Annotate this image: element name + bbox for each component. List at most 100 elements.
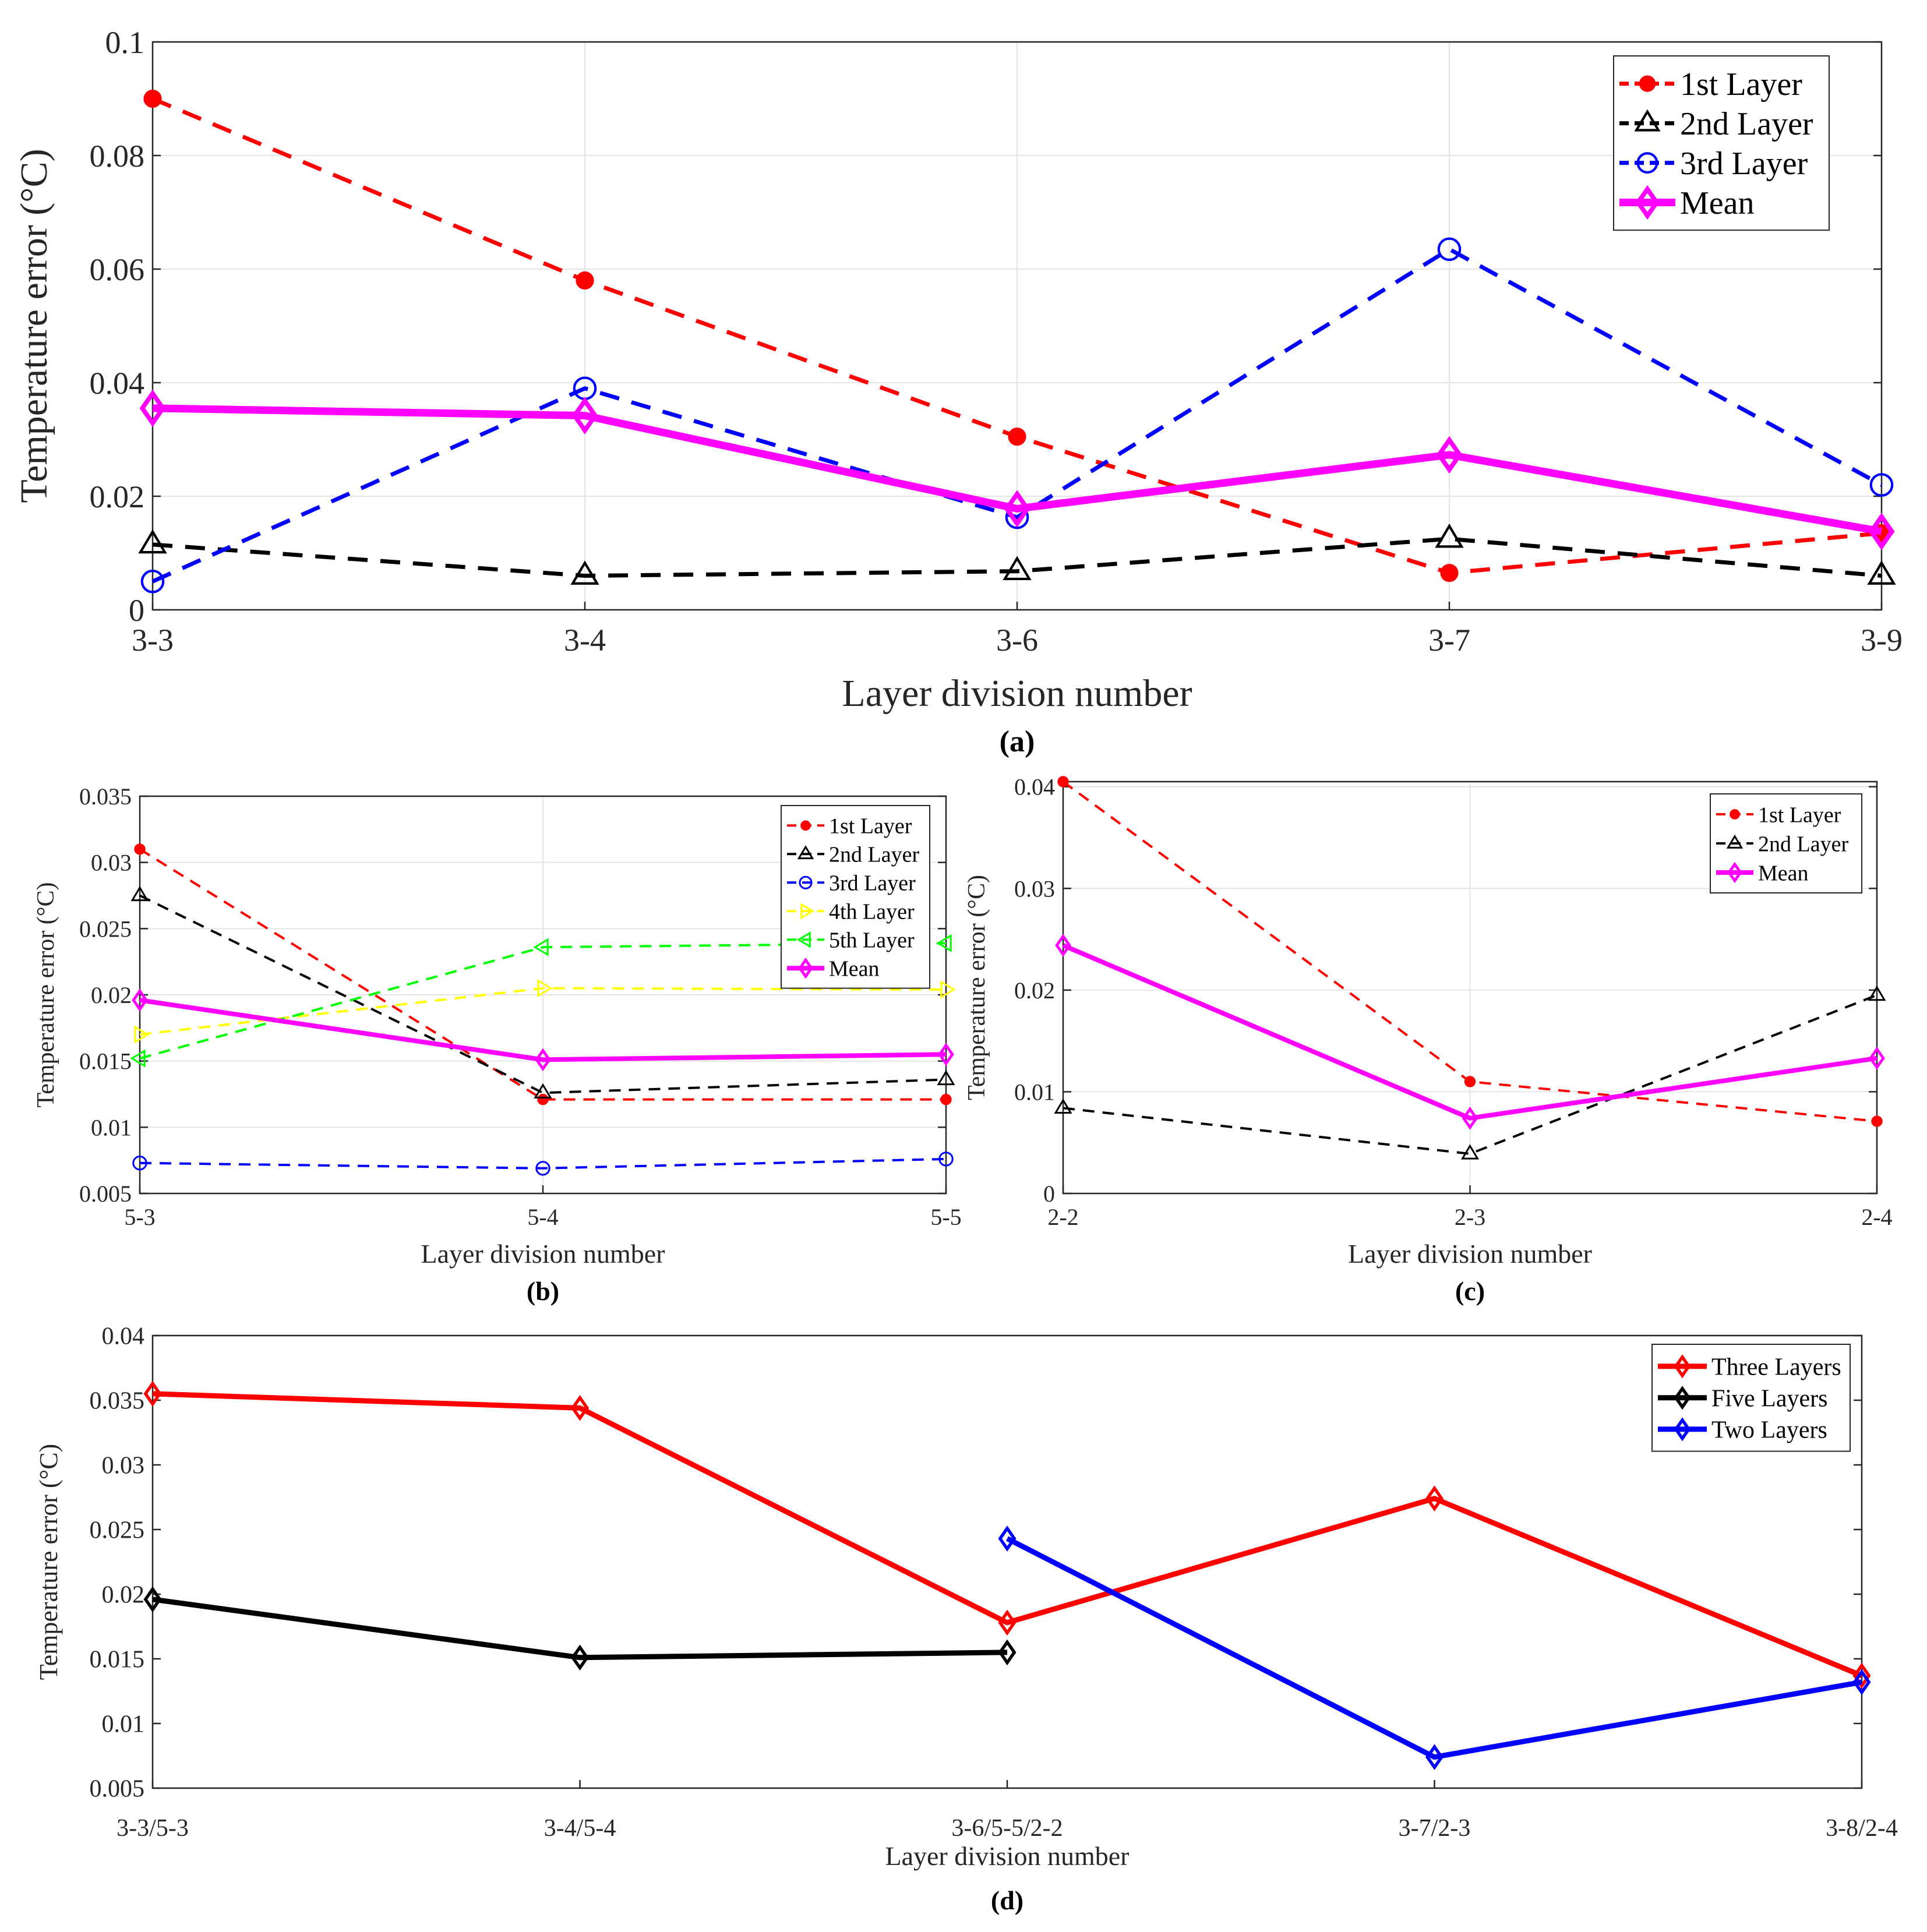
y-tick-label: 0.02 bbox=[91, 982, 132, 1008]
y-tick-label: 0.02 bbox=[1014, 977, 1055, 1004]
data-point bbox=[1057, 776, 1069, 787]
legend-label: 2nd Layer bbox=[829, 843, 919, 867]
data-point bbox=[1425, 1744, 1444, 1771]
data-point bbox=[1867, 560, 1896, 585]
x-tick-label: 5-4 bbox=[527, 1204, 558, 1230]
legend-label: 2nd Layer bbox=[1758, 832, 1848, 856]
legend-marker bbox=[1726, 834, 1744, 849]
data-point bbox=[143, 1380, 162, 1407]
series-2nd-layer bbox=[130, 885, 955, 1099]
data-point bbox=[143, 1586, 162, 1613]
data-point bbox=[1004, 490, 1030, 528]
y-tick-label: 0.02 bbox=[90, 479, 145, 514]
series-two-layers bbox=[998, 1525, 1871, 1771]
data-point bbox=[132, 988, 148, 1012]
data-point bbox=[535, 1161, 550, 1176]
x-tick-label: 3-4 bbox=[564, 623, 606, 658]
legend-label: 1st Layer bbox=[1680, 66, 1802, 103]
data-point bbox=[143, 89, 162, 108]
legend-marker bbox=[798, 958, 813, 979]
series-mean bbox=[139, 389, 1895, 550]
y-tick-label: 0.03 bbox=[1014, 875, 1055, 902]
series-line bbox=[152, 404, 1883, 535]
y-tick-label: 0.03 bbox=[102, 1453, 145, 1479]
data-point bbox=[537, 1093, 549, 1105]
y-axis-label: Temperature error (°C) bbox=[33, 882, 59, 1108]
x-tick-label: 3-6 bbox=[996, 623, 1038, 658]
y-axis-label: Temperature error (°C) bbox=[963, 875, 990, 1100]
x-tick-label: 5-5 bbox=[930, 1204, 961, 1230]
panel-label: (c) bbox=[1455, 1276, 1485, 1306]
data-point bbox=[1464, 1076, 1476, 1087]
legend: 1st Layer 2nd Layer Mean bbox=[1710, 793, 1862, 893]
data-point bbox=[1440, 564, 1459, 582]
x-tick-label: 5-3 bbox=[124, 1204, 155, 1230]
series-line bbox=[151, 247, 1883, 584]
data-point bbox=[130, 1049, 146, 1068]
legend-box bbox=[781, 805, 930, 989]
x-axis-label: Layer division number bbox=[1348, 1239, 1592, 1269]
data-point bbox=[1436, 436, 1463, 474]
legend-label: Mean bbox=[829, 957, 880, 981]
legend-label: 3rd Layer bbox=[1680, 146, 1808, 182]
x-tick-label: 3-8/2-4 bbox=[1826, 1815, 1898, 1842]
chart-panel-3: 0.005 0.01 0.015 0.02 0.025 0.03 0.035 0.04 3-3/… bbox=[34, 1323, 1898, 1915]
x-tick-label: 2-3 bbox=[1455, 1204, 1485, 1230]
data-point bbox=[570, 560, 599, 585]
legend-label: 1st Layer bbox=[1758, 803, 1841, 827]
data-point bbox=[1852, 1669, 1871, 1696]
series-2nd-layer bbox=[1054, 986, 1886, 1160]
legend-marker bbox=[1634, 109, 1661, 132]
legend-label: Mean bbox=[1758, 861, 1809, 885]
panel-label: (b) bbox=[527, 1276, 559, 1306]
y-tick-label: 0.04 bbox=[102, 1323, 145, 1350]
data-point bbox=[534, 1083, 552, 1099]
data-point bbox=[132, 1156, 147, 1171]
y-tick-label: 0.08 bbox=[90, 139, 145, 174]
data-point bbox=[134, 843, 146, 855]
chart-panel-1: 0.005 0.01 0.015 0.02 0.025 0.03 0.035 5-3 5-4 5-… bbox=[33, 783, 962, 1306]
x-tick-label: 3-3 bbox=[132, 623, 174, 658]
series-line bbox=[1063, 994, 1877, 1155]
y-tick-label: 0.06 bbox=[90, 252, 145, 287]
y-tick-label: 0.005 bbox=[90, 1776, 145, 1803]
data-point bbox=[139, 389, 166, 428]
legend-marker bbox=[1639, 75, 1656, 92]
series-line bbox=[152, 536, 1882, 578]
legend-label: Two Layers bbox=[1711, 1417, 1827, 1444]
y-tick-label: 0.04 bbox=[1014, 774, 1055, 800]
legend-marker bbox=[1730, 809, 1740, 820]
series-line bbox=[139, 1157, 947, 1170]
series-three-layers bbox=[143, 1380, 1871, 1689]
data-point bbox=[570, 1394, 590, 1421]
legend-marker bbox=[1674, 1417, 1691, 1442]
series-2nd-layer bbox=[138, 523, 1896, 585]
data-point bbox=[998, 1639, 1017, 1666]
data-point bbox=[1003, 556, 1032, 581]
data-point bbox=[1869, 1046, 1885, 1070]
chart-panel-0: 0 0.02 0.04 0.06 0.08 0.1 3-3 3-4 3-6 3-7 3-9 Layer… bbox=[13, 25, 1903, 758]
legend-label: 4th Layer bbox=[829, 900, 915, 924]
series-line bbox=[152, 1597, 1008, 1661]
data-point bbox=[134, 1025, 150, 1044]
legend-label: 3rd Layer bbox=[829, 871, 916, 896]
data-point bbox=[1054, 1098, 1072, 1114]
y-tick-label: 0.035 bbox=[79, 783, 132, 810]
panel-label: (a) bbox=[1000, 725, 1035, 758]
series-3rd-layer bbox=[132, 1152, 954, 1176]
series-line bbox=[1062, 943, 1877, 1121]
data-point bbox=[938, 1152, 954, 1167]
series-line bbox=[1005, 1536, 1862, 1760]
series-1st-layer bbox=[1057, 776, 1883, 1127]
y-tick-label: 0.005 bbox=[79, 1181, 132, 1207]
y-tick-label: 0.01 bbox=[91, 1114, 132, 1140]
data-point bbox=[533, 938, 549, 956]
legend-marker bbox=[799, 875, 813, 889]
series-line bbox=[139, 987, 947, 1036]
data-point bbox=[998, 1525, 1017, 1552]
legend-label: 2nd Layer bbox=[1680, 106, 1813, 142]
chart-panel-2: 0 0.01 0.02 0.03 0.04 2-2 2-3 2-4 Layer division… bbox=[963, 774, 1893, 1306]
legend-label: Five Layers bbox=[1711, 1386, 1827, 1412]
panel-label: (d) bbox=[991, 1885, 1024, 1915]
legend: 1st Layer 2nd Layer 3rd Layer 4th Layer 5th … bbox=[781, 805, 930, 989]
